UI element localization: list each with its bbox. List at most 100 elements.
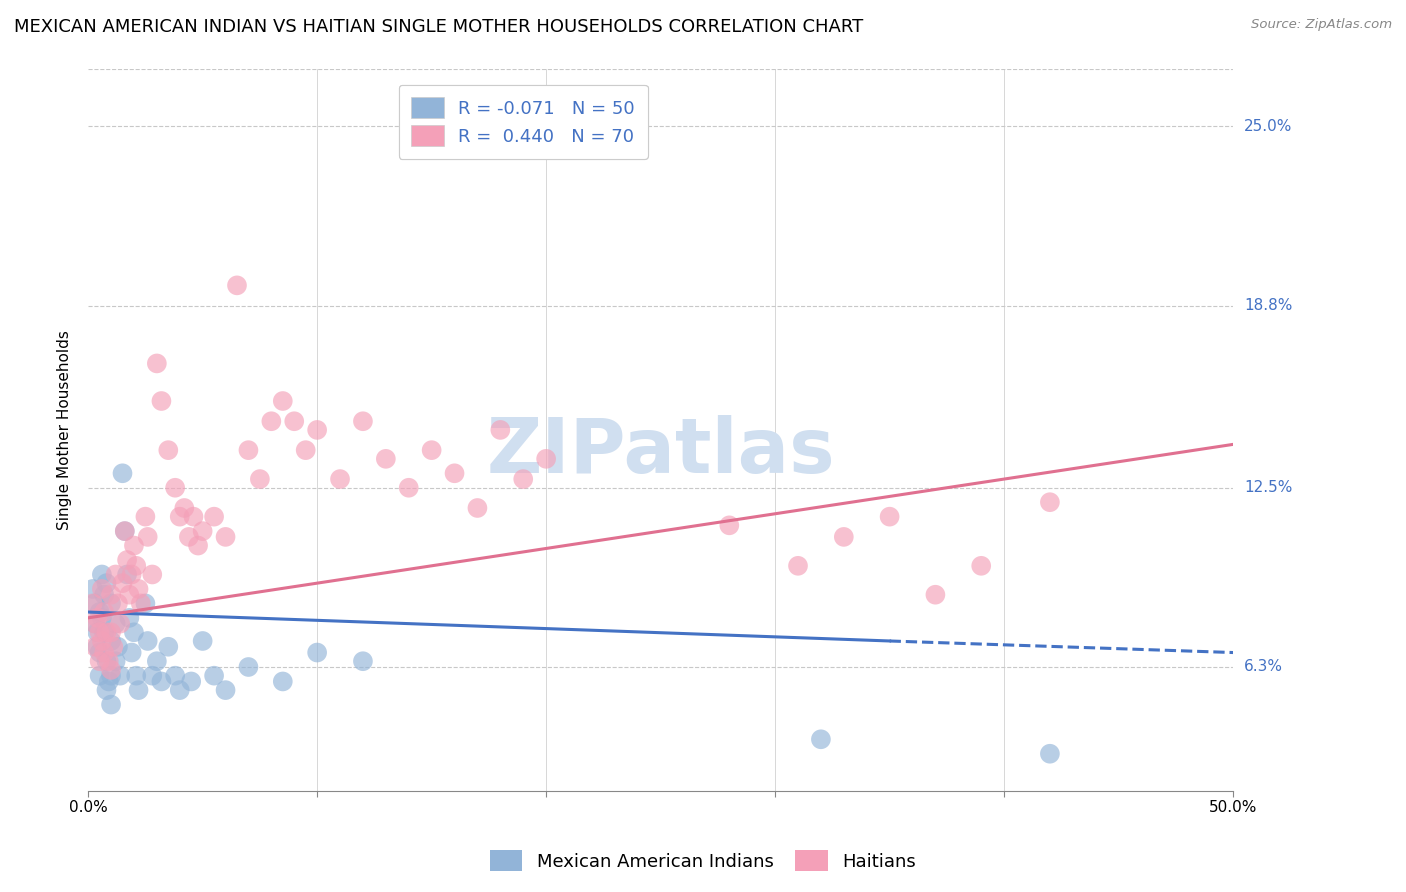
Point (89, 605, 111, 619)
Point (787, 558, 810, 573)
Point (443, 467, 465, 481)
Point (108, 668, 131, 682)
Text: 12.5%: 12.5% (1244, 480, 1292, 495)
Point (467, 500, 489, 515)
Point (202, 668, 225, 682)
Point (84, 640, 107, 654)
Point (93, 605, 115, 619)
Point (271, 674, 294, 689)
Point (169, 509, 191, 524)
Point (128, 582, 150, 596)
Point (352, 414, 374, 428)
Point (329, 472, 352, 486)
Point (89, 646, 111, 660)
Point (177, 530, 200, 544)
Point (89, 668, 111, 682)
Point (150, 674, 173, 689)
Point (1039, 495, 1062, 509)
Y-axis label: Single Mother Households: Single Mother Households (58, 330, 72, 530)
Point (165, 668, 187, 682)
Point (100, 668, 122, 682)
Point (115, 553, 138, 567)
Text: 50.0%: 50.0% (1209, 800, 1257, 815)
Point (141, 567, 163, 582)
Point (352, 654, 374, 668)
Point (283, 414, 305, 428)
Point (108, 616, 131, 631)
Text: ZIPatlas: ZIPatlas (486, 415, 835, 489)
Point (100, 588, 122, 602)
Point (93, 588, 115, 602)
Point (134, 596, 156, 610)
Point (169, 683, 191, 698)
Point (111, 576, 134, 591)
Point (118, 588, 141, 602)
Text: 0.0%: 0.0% (69, 800, 107, 815)
Legend: R = -0.071   N = 50, R =  0.440   N = 70: R = -0.071 N = 50, R = 0.440 N = 70 (399, 85, 648, 159)
Point (214, 530, 236, 544)
Point (104, 567, 127, 582)
Point (97, 674, 120, 689)
Point (191, 524, 214, 538)
Point (374, 451, 396, 466)
Point (214, 683, 236, 698)
Point (157, 640, 180, 654)
Point (173, 500, 195, 515)
Point (84, 616, 107, 631)
Point (307, 423, 329, 437)
Point (93, 646, 115, 660)
Point (96, 683, 118, 698)
Point (832, 530, 855, 544)
Point (100, 663, 122, 677)
Point (82, 582, 104, 596)
Point (89, 625, 111, 640)
Point (191, 634, 214, 648)
Point (96, 654, 118, 668)
Point (100, 625, 122, 640)
Point (125, 668, 148, 682)
Point (136, 634, 159, 648)
Point (128, 683, 150, 698)
Point (100, 698, 122, 712)
Point (718, 518, 741, 533)
Point (121, 646, 143, 660)
Point (90, 634, 112, 648)
Point (165, 481, 187, 495)
Point (104, 616, 127, 631)
Point (202, 509, 225, 524)
Point (96, 576, 118, 591)
Point (307, 646, 329, 660)
Point (879, 509, 901, 524)
Point (157, 443, 180, 458)
Point (534, 451, 557, 466)
Point (970, 558, 993, 573)
Point (810, 732, 832, 747)
Point (84, 616, 107, 631)
Point (125, 558, 148, 573)
Point (924, 588, 946, 602)
Point (489, 423, 512, 437)
Point (89, 654, 111, 668)
Point (103, 640, 125, 654)
Point (111, 467, 134, 481)
Point (146, 356, 169, 370)
Point (100, 596, 122, 610)
Text: 6.3%: 6.3% (1244, 659, 1284, 674)
Point (271, 394, 294, 409)
Point (238, 443, 260, 458)
Point (86, 625, 108, 640)
Point (90, 567, 112, 582)
Point (187, 539, 209, 553)
Legend: Mexican American Indians, Haitians: Mexican American Indians, Haitians (482, 843, 924, 879)
Point (96, 625, 118, 640)
Text: Source: ZipAtlas.com: Source: ZipAtlas.com (1251, 18, 1392, 31)
Point (141, 668, 163, 682)
Point (122, 625, 145, 640)
Point (90, 611, 112, 625)
Point (104, 654, 127, 668)
Point (97, 654, 120, 668)
Point (107, 640, 129, 654)
Point (398, 481, 420, 495)
Point (183, 509, 205, 524)
Point (249, 472, 271, 486)
